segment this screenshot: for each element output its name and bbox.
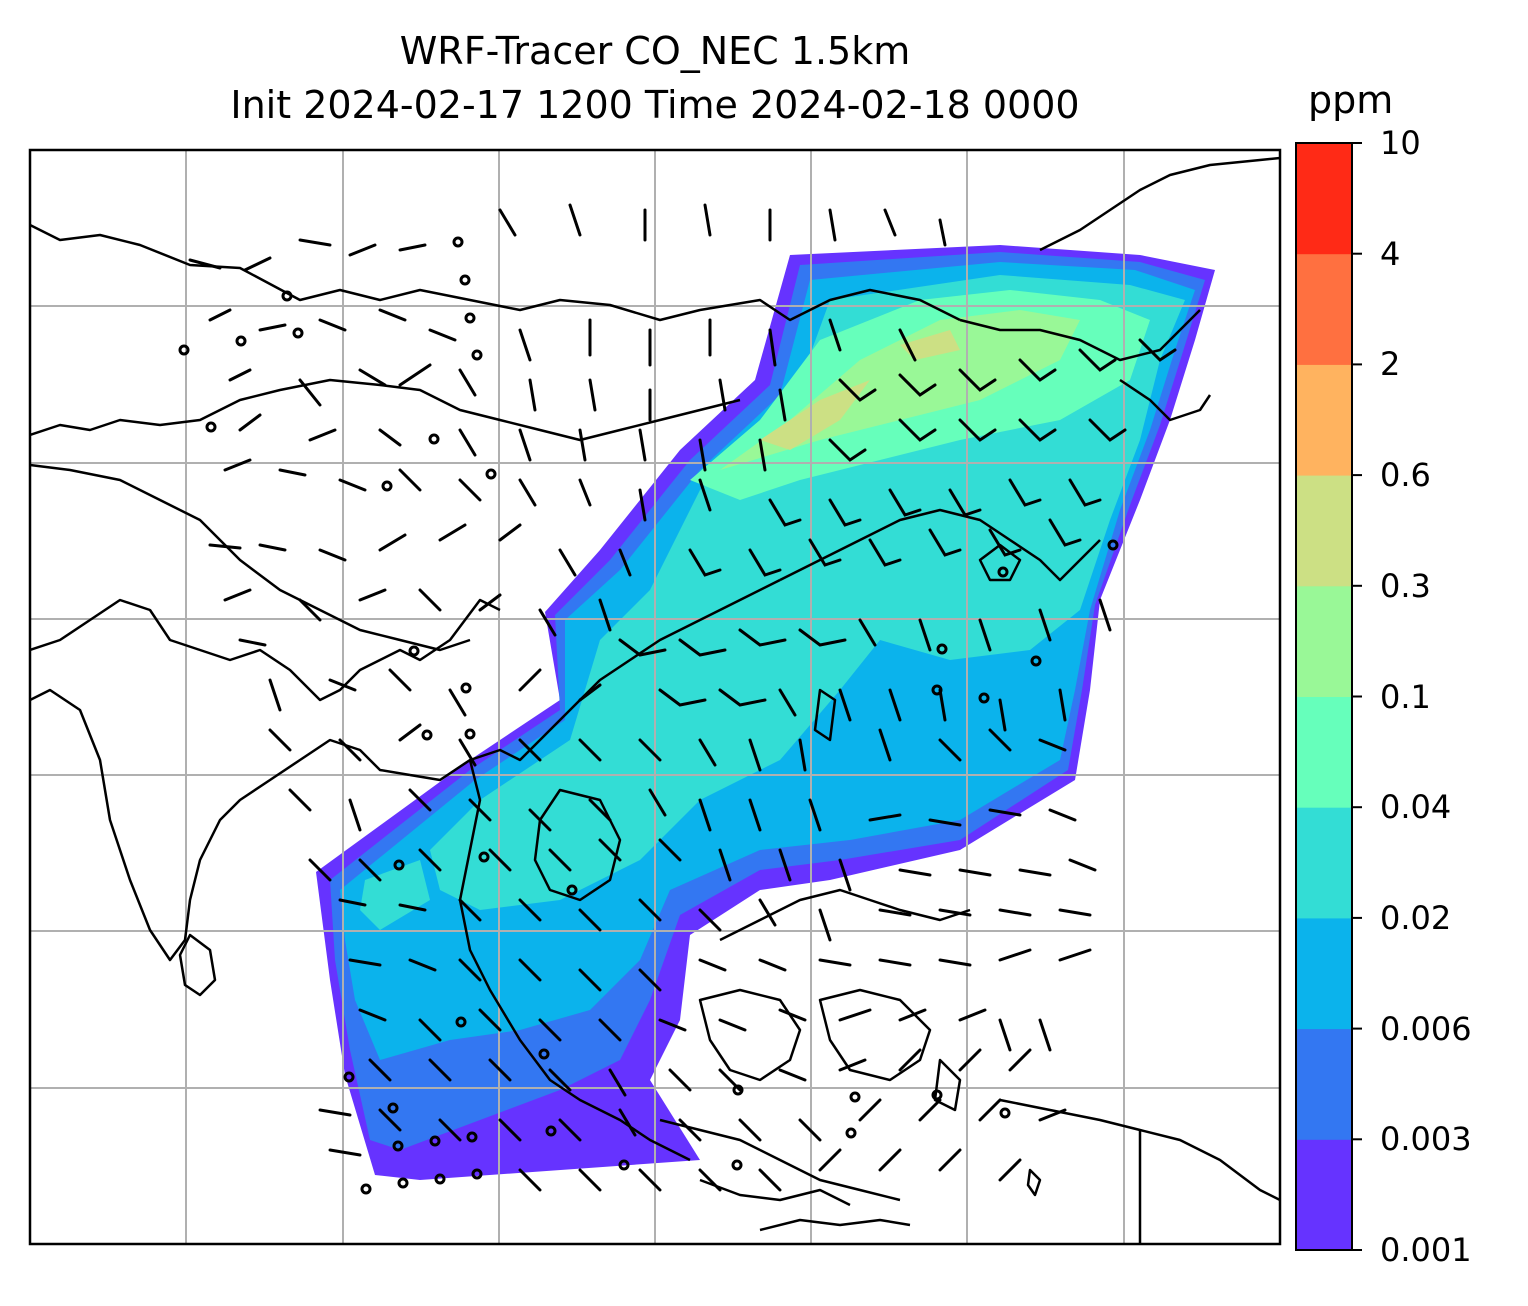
colorbar-swatch (1296, 585, 1352, 697)
colorbar-swatch (1296, 1028, 1352, 1140)
colorbar-tick-label: 0.04 (1380, 788, 1452, 827)
colorbar-tick-label: 0.006 (1380, 1009, 1472, 1048)
field-level-7 (760, 380, 870, 450)
colorbar-tick-label: 0.001 (1380, 1231, 1472, 1269)
colorbar-tick-label: 10 (1380, 124, 1421, 162)
wind-barbs (188, 203, 1177, 1192)
colorbar-swatch (1296, 807, 1352, 919)
coastlines (30, 156, 1280, 1244)
colorbar-tick-label: 2 (1380, 345, 1401, 384)
field-level-7b (900, 330, 960, 360)
colorbar-swatch (1296, 696, 1352, 808)
colorbar-swatch (1296, 143, 1352, 255)
map-frame (28, 148, 1282, 1246)
calm-wind-markers (178, 236, 1119, 1195)
colorbar-tick-label: 0.3 (1380, 566, 1431, 605)
colorbar-tick-label: 0.6 (1380, 456, 1431, 495)
colorbar-swatch (1296, 917, 1352, 1030)
colorbar-tick-label: 4 (1380, 234, 1401, 273)
colorbar-tick-label: 0.003 (1380, 1120, 1472, 1159)
figure-title-line2: Init 2024-02-17 1200 Time 2024-02-18 000… (230, 83, 1080, 127)
colorbar-tick-label: 0.02 (1380, 898, 1452, 937)
field-level-4 (430, 275, 1185, 910)
colorbar-swatch (1296, 475, 1352, 587)
colorbar-swatch (1296, 253, 1352, 365)
colorbar-label: ppm (1308, 78, 1394, 122)
lat-lon-gridlines (30, 150, 1280, 1244)
colorbar-swatch (1296, 364, 1352, 476)
figure-title-line1: WRF-Tracer CO_NEC 1.5km (399, 29, 911, 73)
colorbar-tick-label: 0.1 (1380, 677, 1431, 716)
colorbar-swatch (1296, 1139, 1352, 1251)
